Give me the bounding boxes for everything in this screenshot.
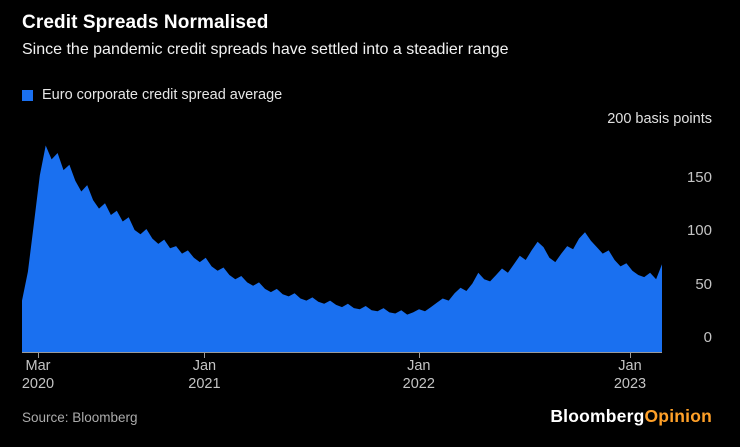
legend-label: Euro corporate credit spread average <box>42 87 283 103</box>
chart-subtitle: Since the pandemic credit spreads have s… <box>22 41 509 58</box>
x-tick-month: Jan <box>618 358 642 374</box>
brand-bloomberg: Bloomberg <box>550 406 645 426</box>
x-tick-label: Jan 2022 <box>384 357 454 393</box>
x-tick-year: 2021 <box>188 376 221 392</box>
y-tick-label: 150 <box>686 168 712 186</box>
x-tick-year: 2022 <box>402 376 435 392</box>
area-chart-svg <box>22 145 662 352</box>
x-tick-mark <box>204 353 206 358</box>
bloomberg-opinion-logo: BloombergOpinion <box>550 406 712 427</box>
x-tick-mark <box>630 353 631 358</box>
x-tick-mark <box>418 353 420 358</box>
x-axis-line <box>22 352 662 353</box>
x-tick-month: Jan <box>407 358 431 374</box>
x-tick-month: Mar <box>25 358 51 374</box>
area-chart <box>22 138 662 352</box>
area-series-shape <box>22 145 662 352</box>
y-tick-label: 100 <box>686 222 712 239</box>
y-tick-label: 50 <box>695 275 712 293</box>
brand-opinion: Opinion <box>644 406 712 426</box>
x-tick-year: 2020 <box>21 376 55 392</box>
x-tick-month: Jan <box>192 358 217 374</box>
x-tick-year: 2023 <box>613 376 647 392</box>
chart-title: Credit Spreads Normalised <box>22 12 269 33</box>
legend: Euro corporate credit spread average <box>22 87 282 103</box>
x-tick-mark <box>38 353 39 358</box>
x-tick-label: Jan 2023 <box>595 357 665 393</box>
source-note: Source: Bloomberg <box>22 410 138 425</box>
x-tick-label: Jan 2021 <box>169 357 239 393</box>
y-axis-unit-label: 200 basis points <box>607 111 712 127</box>
y-tick-label: 0 <box>703 329 712 346</box>
legend-swatch-icon <box>22 89 33 101</box>
x-tick-label: Mar 2020 <box>3 357 73 393</box>
